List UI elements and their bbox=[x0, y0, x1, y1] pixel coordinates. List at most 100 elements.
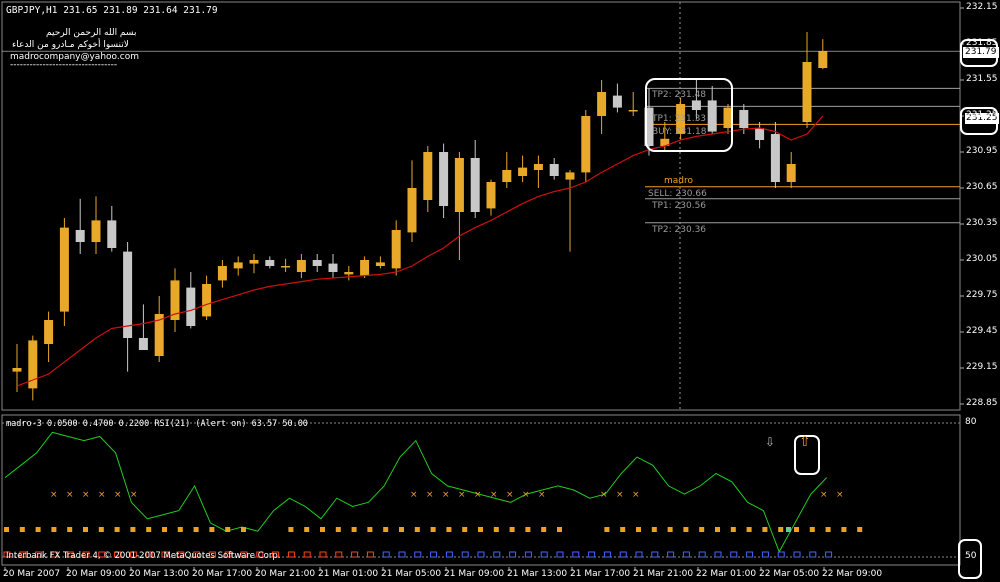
signal-square bbox=[478, 527, 483, 532]
signal-box bbox=[525, 552, 531, 557]
candle-body bbox=[471, 158, 480, 212]
signal-box bbox=[494, 552, 500, 557]
signal-square bbox=[99, 527, 104, 532]
signal-square bbox=[209, 527, 214, 532]
signal-box bbox=[810, 552, 816, 557]
signal-box bbox=[699, 552, 705, 557]
signal-square bbox=[604, 527, 609, 532]
candle-body bbox=[550, 164, 559, 176]
signal-box bbox=[462, 552, 468, 557]
signal-box bbox=[399, 552, 405, 557]
arabic-note: لاتنسوا أخوكم مـادرو من الدعاء bbox=[12, 40, 129, 51]
signal-box bbox=[446, 552, 452, 557]
time-tick-label: 22 Mar 09:00 bbox=[822, 569, 882, 580]
signal-cross: × bbox=[66, 490, 74, 500]
time-tick-label: 20 Mar 2007 bbox=[3, 569, 60, 580]
signal-cross: × bbox=[820, 490, 828, 500]
candle-body bbox=[92, 220, 101, 242]
signal-box bbox=[747, 552, 753, 557]
candle-body bbox=[455, 158, 464, 212]
entry-highlight-box bbox=[645, 78, 733, 152]
signal-square bbox=[352, 527, 357, 532]
signal-square bbox=[383, 527, 388, 532]
signal-square bbox=[541, 527, 546, 532]
signal-square bbox=[652, 527, 657, 532]
signal-square bbox=[367, 527, 372, 532]
candle-body bbox=[439, 152, 448, 206]
price-tick-label: 229.15 bbox=[966, 362, 998, 373]
signal-square bbox=[51, 527, 56, 532]
signal-box bbox=[304, 552, 310, 557]
signal-square bbox=[288, 527, 293, 532]
signal-square bbox=[83, 527, 88, 532]
signal-box bbox=[826, 552, 832, 557]
candle-body bbox=[107, 220, 116, 248]
signal-box bbox=[541, 552, 547, 557]
candle-body bbox=[502, 170, 511, 182]
time-tick-label: 20 Mar 17:00 bbox=[192, 569, 252, 580]
rsi-bottom-tick: 50 bbox=[965, 551, 976, 562]
signal-cross: × bbox=[458, 490, 466, 500]
signal-square bbox=[810, 527, 815, 532]
candle-body bbox=[329, 264, 338, 272]
signal-square bbox=[431, 527, 436, 532]
signal-cross: × bbox=[474, 490, 482, 500]
price-tick-label: 230.65 bbox=[966, 182, 998, 193]
time-tick-label: 21 Mar 21:00 bbox=[633, 569, 693, 580]
price-tick-label: 230.95 bbox=[966, 146, 998, 157]
signal-box bbox=[320, 552, 326, 557]
signal-box bbox=[510, 552, 516, 557]
signal-square bbox=[178, 527, 183, 532]
signal-cross: × bbox=[442, 490, 450, 500]
signal-box bbox=[668, 552, 674, 557]
candle-body bbox=[487, 182, 496, 208]
time-tick-label: 21 Mar 09:00 bbox=[444, 569, 504, 580]
candle-body bbox=[423, 152, 432, 200]
signal-cross: × bbox=[522, 490, 530, 500]
signal-markers: × × × × × × × × × × × × × × × × × × × × bbox=[4, 490, 862, 557]
price-tick-label: 229.75 bbox=[966, 290, 998, 301]
signal-square bbox=[510, 527, 515, 532]
signal-cross: × bbox=[836, 490, 844, 500]
candle-body bbox=[297, 260, 306, 272]
signal-square bbox=[130, 527, 135, 532]
candle-body bbox=[392, 230, 401, 268]
signal-square bbox=[699, 527, 704, 532]
candle-body bbox=[787, 164, 796, 182]
price-tick-label: 232.15 bbox=[966, 2, 998, 13]
candle-body bbox=[313, 260, 322, 266]
signal-square bbox=[683, 527, 688, 532]
signal-square bbox=[525, 527, 530, 532]
signal-square bbox=[162, 527, 167, 532]
time-tick-label: 20 Mar 21:00 bbox=[255, 569, 315, 580]
candle-body bbox=[597, 92, 606, 116]
signal-square bbox=[194, 527, 199, 532]
price-tick-label: 230.35 bbox=[966, 218, 998, 229]
time-tick-label: 21 Mar 01:00 bbox=[318, 569, 378, 580]
tp2-sell-label: TP2: 230.36 bbox=[652, 225, 706, 236]
signal-box bbox=[683, 552, 689, 557]
sell-label: SELL: 230.66 bbox=[648, 189, 707, 200]
time-tick-label: 21 Mar 05:00 bbox=[381, 569, 441, 580]
candle-body bbox=[44, 320, 53, 344]
moving-average-line bbox=[17, 116, 823, 386]
signal-square bbox=[115, 527, 120, 532]
signal-square bbox=[557, 527, 562, 532]
price-tick-label: 229.45 bbox=[966, 326, 998, 337]
signal-box bbox=[604, 552, 610, 557]
signal-cross: × bbox=[490, 490, 498, 500]
candle-body bbox=[566, 172, 575, 179]
trade-levels bbox=[2, 51, 960, 223]
signal-box bbox=[620, 552, 626, 557]
signal-square bbox=[747, 527, 752, 532]
candle-body bbox=[739, 110, 748, 128]
header-divider: --------------------------------- bbox=[10, 60, 117, 71]
time-tick-label: 21 Mar 17:00 bbox=[570, 569, 630, 580]
signal-cross: × bbox=[538, 490, 546, 500]
signal-square bbox=[415, 527, 420, 532]
signal-box bbox=[383, 552, 389, 557]
candle-body bbox=[581, 116, 590, 172]
signal-box bbox=[336, 552, 342, 557]
signal-square bbox=[462, 527, 467, 532]
